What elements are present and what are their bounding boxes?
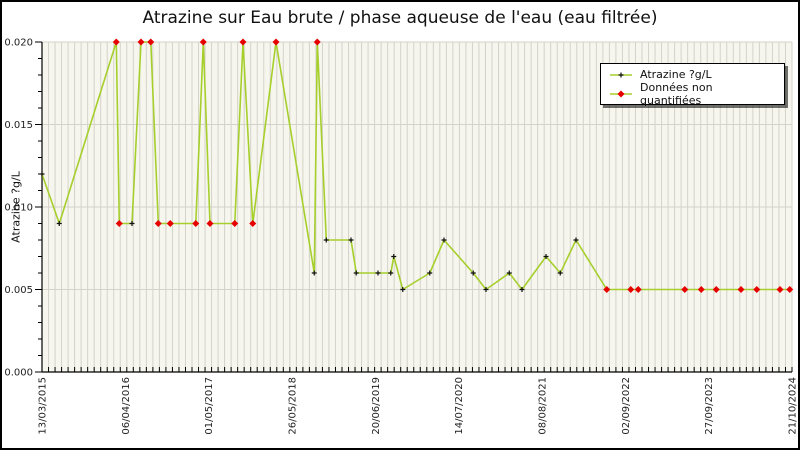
chart-title: Atrazine sur Eau brute / phase aqueuse d…	[142, 8, 658, 28]
legend: Atrazine ?g/L Données non quantifiées	[600, 63, 785, 107]
quantified-point-marker	[39, 171, 45, 177]
quantified-point-marker	[573, 237, 579, 243]
nonquantified-point-marker	[239, 38, 247, 46]
quantified-point-marker	[348, 237, 354, 243]
nonquantified-point-marker	[112, 38, 120, 46]
svg-text:01/05/2017: 01/05/2017	[204, 377, 215, 435]
quantified-point-marker	[557, 270, 563, 276]
legend-label-atrazine: Atrazine ?g/L	[640, 68, 712, 81]
nonquantified-point-marker	[776, 286, 784, 293]
quantified-point-marker	[375, 270, 381, 276]
nonquantified-point-marker	[137, 38, 145, 46]
nonquantified-point-marker	[166, 220, 174, 227]
quantified-point-marker	[391, 254, 397, 259]
svg-text:0.010: 0.010	[4, 203, 33, 214]
nonquantified-point-marker	[712, 286, 720, 293]
nonquantified-point-marker	[115, 220, 123, 227]
nonquantified-point-marker	[737, 286, 745, 293]
nonquantified-point-marker	[753, 286, 761, 293]
nonquantified-point-marker	[206, 220, 214, 227]
data-point-markers	[39, 38, 794, 293]
quantified-point-marker	[427, 270, 433, 276]
svg-text:02/09/2022: 02/09/2022	[621, 377, 632, 435]
svg-text:27/09/2023: 27/09/2023	[704, 377, 715, 435]
svg-text:0.015: 0.015	[4, 120, 33, 131]
svg-text:08/08/2021: 08/08/2021	[538, 377, 549, 435]
nonquantified-point-marker	[313, 38, 321, 46]
svg-text:21/10/2024: 21/10/2024	[788, 377, 799, 435]
axes	[41, 42, 792, 373]
legend-label-non-quantifiees: Données non quantifiées	[640, 81, 713, 107]
nonquantified-point-marker	[681, 286, 689, 293]
quantified-point-marker	[470, 270, 476, 276]
svg-text:13/03/2015: 13/03/2015	[38, 377, 49, 435]
x-axis-ticks	[41, 367, 793, 372]
nonquantified-point-marker	[154, 220, 162, 227]
svg-text:06/04/2016: 06/04/2016	[121, 377, 132, 435]
nonquantified-point-marker	[249, 220, 257, 227]
quantified-point-marker	[483, 287, 489, 292]
quantified-point-marker	[519, 287, 525, 292]
quantified-series-marker-icon	[610, 72, 632, 77]
svg-text:26/05/2018: 26/05/2018	[288, 377, 299, 435]
legend-item-atrazine: Atrazine ?g/L	[609, 68, 776, 81]
nonquantified-point-marker	[697, 286, 705, 293]
y-tick-labels: 0.000 0.005 0.010 0.015 0.020	[4, 38, 33, 379]
nonquantified-point-marker	[603, 286, 611, 293]
legend-item-non-quantifiees: Données non quantifiées	[609, 81, 776, 107]
y-axis-ticks	[35, 41, 42, 373]
svg-text:14/07/2020: 14/07/2020	[454, 377, 465, 435]
quantified-point-marker	[388, 270, 394, 276]
quantified-point-marker	[441, 237, 447, 243]
quantified-point-marker	[353, 270, 359, 276]
quantified-point-marker	[323, 237, 329, 243]
nonquantified-point-marker	[272, 38, 280, 46]
nonquantified-point-marker	[199, 38, 207, 46]
svg-text:0.020: 0.020	[4, 38, 33, 49]
nonquantified-point-marker	[786, 286, 794, 293]
nonquantified-point-marker	[147, 38, 155, 46]
quantified-point-marker	[543, 254, 549, 259]
y-axis-label: Atrazine ?g/L	[9, 171, 23, 243]
quantified-point-marker	[506, 270, 512, 276]
quantified-point-marker	[400, 287, 406, 292]
nonquantified-series-marker-icon	[610, 90, 632, 98]
nonquantified-point-marker	[634, 286, 642, 293]
nonquantified-point-marker	[627, 286, 635, 293]
quantified-point-marker	[129, 221, 135, 226]
quantified-point-marker	[56, 221, 62, 226]
x-tick-labels: 13/03/2015 06/04/2016 01/05/2017 26/05/2018…	[38, 377, 799, 435]
svg-text:20/06/2019: 20/06/2019	[371, 377, 382, 435]
svg-text:0.005: 0.005	[4, 285, 33, 296]
svg-text:0.000: 0.000	[4, 368, 33, 379]
nonquantified-point-marker	[231, 220, 239, 227]
nonquantified-point-marker	[192, 220, 200, 227]
quantified-point-marker	[311, 270, 317, 276]
